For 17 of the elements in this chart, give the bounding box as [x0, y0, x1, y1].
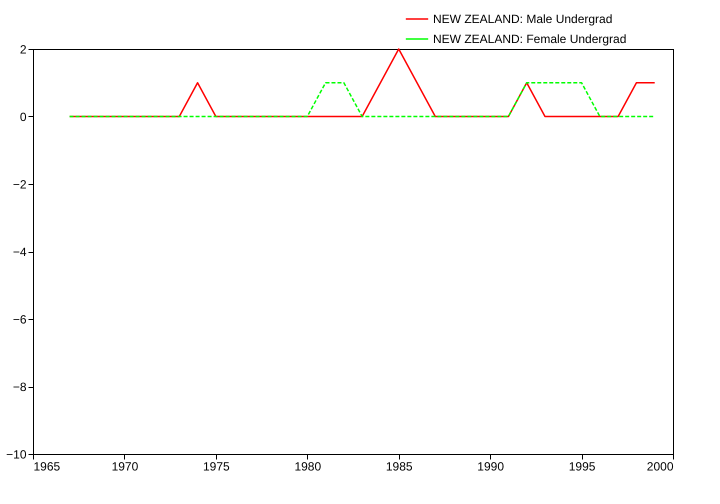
x-tick-label: 1995 — [568, 460, 596, 474]
x-tick-label: 1990 — [477, 460, 504, 474]
y-tick-label: 0 — [20, 110, 27, 124]
x-tick-label: 1985 — [386, 460, 413, 474]
x-tick-label: 1965 — [34, 460, 61, 474]
legend-label: NEW ZEALAND: Male Undergrad — [433, 12, 612, 26]
legend-label: NEW ZEALAND: Female Undergrad — [433, 32, 626, 46]
y-tick-label: −6 — [12, 312, 27, 326]
y-tick-label: 2 — [20, 42, 27, 56]
x-tick-label: 1980 — [294, 460, 322, 474]
y-tick-label: −2 — [12, 178, 27, 192]
x-tick-label: 1970 — [112, 460, 139, 474]
y-tick-label: −10 — [6, 448, 27, 462]
x-tick-label: 1975 — [203, 460, 230, 474]
y-tick-label: −8 — [12, 380, 27, 394]
y-tick-label: −4 — [12, 245, 27, 259]
x-tick-label: 2000 — [646, 460, 674, 474]
